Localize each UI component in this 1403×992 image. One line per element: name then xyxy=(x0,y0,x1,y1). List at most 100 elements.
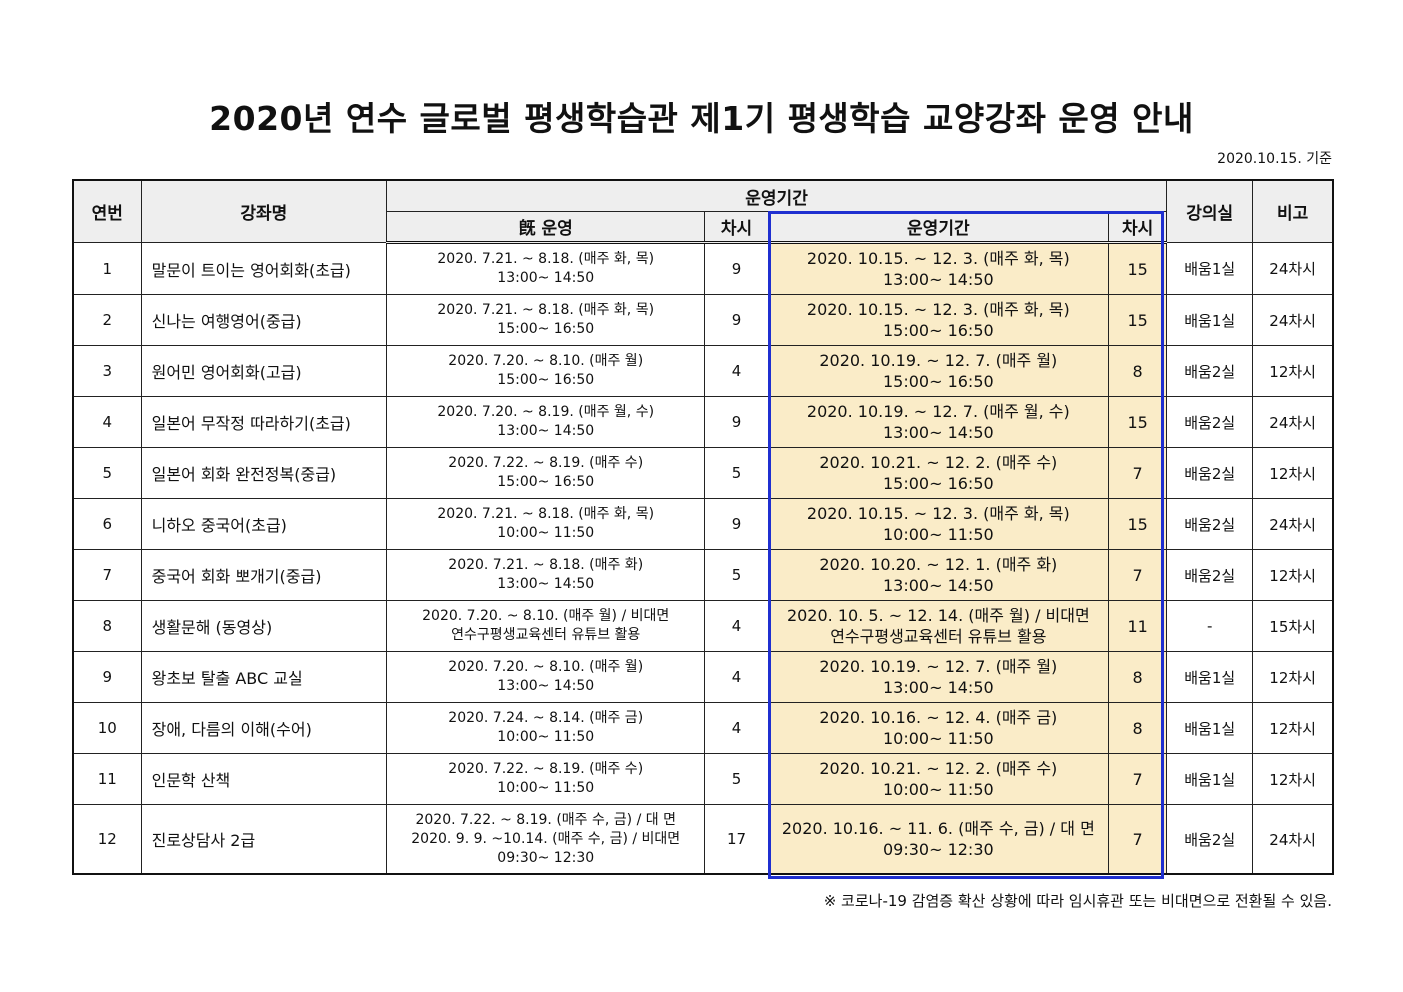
row-no: 3 xyxy=(72,345,142,397)
row-new-sessions: 8 xyxy=(1108,651,1168,703)
row-prev-sessions: 4 xyxy=(704,600,769,652)
basis-date: 2020.10.15. 기준 xyxy=(1217,151,1332,167)
row-new-period-line: 2020. 10.15. ~ 12. 3. (매주 화, 목) xyxy=(806,249,1070,268)
header-prev-sessions: 차시 xyxy=(704,211,769,244)
row-room: 배움1실 xyxy=(1166,651,1254,703)
row-new-sessions: 8 xyxy=(1108,702,1168,754)
row-course: 장애, 다름의 이해(수어) xyxy=(140,702,387,754)
row-prev-period: 2020. 7.20. ~ 8.10. (매주 월) / 비대면 연수구평생교육센… xyxy=(385,600,706,652)
row-prev-period: 2020. 7.21. ~ 8.18. (매주 화, 목) 13:00~ 14:5… xyxy=(385,242,706,295)
table-row: 6 니하오 중국어(초급) 2020. 7.21. ~ 8.18. (매주 화, 목… xyxy=(72,498,1334,550)
row-new-sessions: 7 xyxy=(1108,447,1168,499)
row-prev-period-line: 2020. 7.20. ~ 8.10. (매주 월) xyxy=(448,659,644,675)
row-new-period-line: 15:00~ 16:50 xyxy=(882,321,994,340)
header-prev-period: 旣 운영 xyxy=(385,211,706,244)
row-course: 중국어 회화 뽀개기(중급) xyxy=(140,549,387,601)
row-new-period: 2020. 10.15. ~ 12. 3. (매주 화, 목) 15:00~ 16… xyxy=(767,294,1110,346)
row-no: 9 xyxy=(72,651,142,703)
row-prev-sessions: 9 xyxy=(704,242,769,295)
table-row: 7 중국어 회화 뽀개기(중급) 2020. 7.21. ~ 8.18. (매주 화… xyxy=(72,549,1334,601)
row-new-period-line: 2020. 10. 5. ~ 12. 14. (매주 월) / 비대면 xyxy=(786,606,1090,625)
row-prev-period-line: 13:00~ 14:50 xyxy=(497,423,595,439)
row-prev-sessions: 4 xyxy=(704,702,769,754)
row-new-period-line: 09:30~ 12:30 xyxy=(882,840,994,859)
header-room: 강의실 xyxy=(1166,179,1254,243)
header-note: 비고 xyxy=(1252,179,1334,243)
row-new-period-line: 2020. 10.19. ~ 12. 7. (매주 월) xyxy=(819,657,1058,676)
row-prev-period: 2020. 7.21. ~ 8.18. (매주 화, 목) 10:00~ 11:5… xyxy=(385,498,706,550)
table-row: 4 일본어 무작정 따라하기(초급) 2020. 7.20. ~ 8.19. (매주… xyxy=(72,396,1334,448)
row-new-period: 2020. 10.15. ~ 12. 3. (매주 화, 목) 13:00~ 14… xyxy=(767,242,1110,295)
row-prev-period-line: 연수구평생교육센터 유튜브 활용 xyxy=(451,627,641,643)
row-room: - xyxy=(1166,600,1254,652)
row-new-period: 2020. 10.16. ~ 12. 4. (매주 금) 10:00~ 11:50 xyxy=(767,702,1110,754)
row-new-period-line: 10:00~ 11:50 xyxy=(882,780,994,799)
table-row: 1 말문이 트이는 영어회화(초급) 2020. 7.21. ~ 8.18. (매주… xyxy=(72,242,1334,295)
row-new-period-line: 13:00~ 14:50 xyxy=(882,270,994,289)
row-prev-period-line: 2020. 7.22. ~ 8.19. (매주 수) xyxy=(448,455,644,471)
table-row: 11 인문학 산책 2020. 7.22. ~ 8.19. (매주 수) 10:00~… xyxy=(72,753,1334,805)
row-room: 배움1실 xyxy=(1166,242,1254,295)
row-prev-period-line: 2020. 7.22. ~ 8.19. (매주 수, 금) / 대 면 xyxy=(415,811,676,828)
row-new-period-line: 15:00~ 16:50 xyxy=(882,372,994,391)
row-note: 12차시 xyxy=(1252,651,1334,703)
page-title: 2020년 연수 글로벌 평생학습관 제1기 평생학습 교양강좌 운영 안내 xyxy=(209,99,1194,138)
row-prev-sessions: 4 xyxy=(704,345,769,397)
row-no: 2 xyxy=(72,294,142,346)
row-prev-period-line: 10:00~ 11:50 xyxy=(497,780,595,796)
row-prev-period-line: 15:00~ 16:50 xyxy=(497,372,595,388)
row-prev-period-line: 2020. 7.21. ~ 8.18. (매주 화) xyxy=(448,557,644,573)
row-new-sessions: 15 xyxy=(1108,498,1168,550)
row-course: 왕초보 탈출 ABC 교실 xyxy=(140,651,387,703)
row-room: 배움2실 xyxy=(1166,498,1254,550)
row-new-sessions: 11 xyxy=(1108,600,1168,652)
row-new-sessions: 7 xyxy=(1108,753,1168,805)
row-prev-sessions: 4 xyxy=(704,651,769,703)
header-no: 연번 xyxy=(72,179,142,243)
row-prev-period-line: 15:00~ 16:50 xyxy=(497,474,595,490)
row-new-period-line: 2020. 10.15. ~ 12. 3. (매주 화, 목) xyxy=(806,504,1070,523)
row-new-sessions: 8 xyxy=(1108,345,1168,397)
row-prev-period-line: 2020. 7.20. ~ 8.19. (매주 월, 수) xyxy=(437,404,655,420)
row-prev-period: 2020. 7.21. ~ 8.18. (매주 화, 목) 15:00~ 16:5… xyxy=(385,294,706,346)
row-course: 인문학 산책 xyxy=(140,753,387,805)
row-room: 배움1실 xyxy=(1166,702,1254,754)
row-note: 15차시 xyxy=(1252,600,1334,652)
row-prev-sessions: 9 xyxy=(704,396,769,448)
footnote: ※ 코로나-19 감염증 확산 상황에 따라 임시휴관 또는 비대면으로 전환될… xyxy=(823,892,1332,910)
row-new-period-line: 연수구평생교육센터 유튜브 활용 xyxy=(830,627,1047,646)
schedule-table-wrapper: 연번 강좌명 운영기간 강의실 비고 旣 운영 차시 운영기간 차시 1 말문이 … xyxy=(72,179,1334,875)
row-room: 배움1실 xyxy=(1166,294,1254,346)
row-prev-period-line: 2020. 7.20. ~ 8.10. (매주 월) xyxy=(448,353,644,369)
row-course: 말문이 트이는 영어회화(초급) xyxy=(140,242,387,295)
row-no: 6 xyxy=(72,498,142,550)
row-new-period: 2020. 10.20. ~ 12. 1. (매주 화) 13:00~ 14:50 xyxy=(767,549,1110,601)
row-note: 12차시 xyxy=(1252,345,1334,397)
row-new-period: 2020. 10.19. ~ 12. 7. (매주 월) 13:00~ 14:50 xyxy=(767,651,1110,703)
row-new-period: 2020. 10.19. ~ 12. 7. (매주 월, 수) 13:00~ 14… xyxy=(767,396,1110,448)
row-new-period-line: 2020. 10.16. ~ 12. 4. (매주 금) xyxy=(819,708,1058,727)
row-prev-period-line: 2020. 7.21. ~ 8.18. (매주 화, 목) xyxy=(437,251,655,267)
row-new-period: 2020. 10.19. ~ 12. 7. (매주 월) 15:00~ 16:50 xyxy=(767,345,1110,397)
row-new-period-line: 2020. 10.16. ~ 11. 6. (매주 수, 금) / 대 면 xyxy=(781,819,1095,838)
row-no: 5 xyxy=(72,447,142,499)
row-room: 배움2실 xyxy=(1166,396,1254,448)
row-room: 배움2실 xyxy=(1166,549,1254,601)
row-new-sessions: 15 xyxy=(1108,242,1168,295)
row-no: 12 xyxy=(72,804,142,875)
row-new-period-line: 2020. 10.20. ~ 12. 1. (매주 화) xyxy=(819,555,1058,574)
table-row: 9 왕초보 탈출 ABC 교실 2020. 7.20. ~ 8.10. (매주 월)… xyxy=(72,651,1334,703)
row-new-sessions: 15 xyxy=(1108,294,1168,346)
row-note: 12차시 xyxy=(1252,549,1334,601)
row-prev-sessions: 5 xyxy=(704,447,769,499)
row-new-period-line: 10:00~ 11:50 xyxy=(882,729,994,748)
row-course: 신나는 여행영어(중급) xyxy=(140,294,387,346)
row-room: 배움2실 xyxy=(1166,345,1254,397)
table-row: 8 생활문해 (동영상) 2020. 7.20. ~ 8.10. (매주 월) / … xyxy=(72,600,1334,652)
header-course: 강좌명 xyxy=(140,179,387,243)
row-course: 일본어 무작정 따라하기(초급) xyxy=(140,396,387,448)
row-new-period-line: 13:00~ 14:50 xyxy=(882,678,994,697)
row-prev-period: 2020. 7.24. ~ 8.14. (매주 금) 10:00~ 11:50 xyxy=(385,702,706,754)
row-prev-period-line: 2020. 7.21. ~ 8.18. (매주 화, 목) xyxy=(437,506,655,522)
row-no: 7 xyxy=(72,549,142,601)
